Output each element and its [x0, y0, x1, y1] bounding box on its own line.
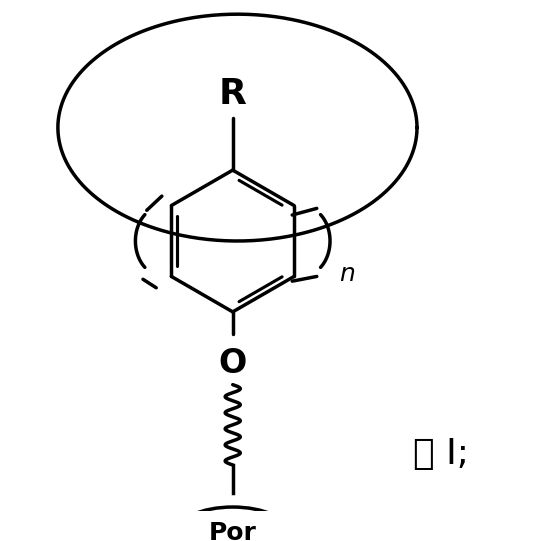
Text: n: n — [339, 262, 356, 286]
Text: O: O — [219, 347, 247, 380]
Text: R: R — [219, 77, 247, 110]
Text: Por: Por — [209, 521, 257, 541]
Text: 式 I;: 式 I; — [413, 437, 468, 471]
